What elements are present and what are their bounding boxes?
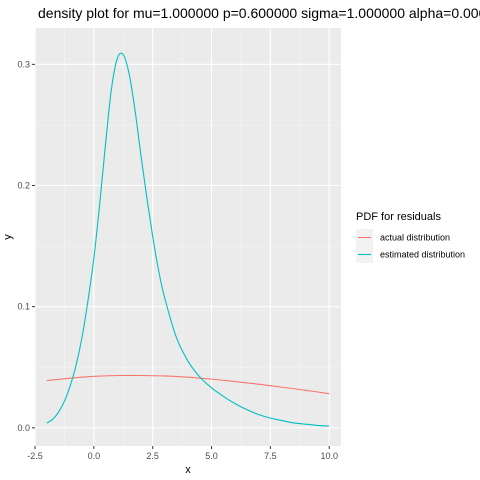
legend-label: actual distribution [380,233,450,243]
x-tick-label: 10.0 [320,451,338,461]
y-axis-title: y [2,234,14,240]
legend: PDF for residuals actual distribution est… [356,211,465,263]
series-lines [46,52,330,427]
x-axis-ticks: -2.5 0.0 2.5 5.0 7.5 10.0 [27,446,338,461]
y-tick-label: 0.3 [17,59,30,69]
x-tick-label: -2.5 [27,451,43,461]
legend-label: estimated distribution [380,250,465,260]
x-tick-label: 5.0 [205,451,218,461]
y-axis-ticks: 0.0 0.1 0.2 0.3 [17,59,35,433]
x-axis-title: x [185,464,191,476]
y-tick-label: 0.0 [17,423,30,433]
x-tick-label: 2.5 [146,451,159,461]
x-tick-label: 7.5 [264,451,277,461]
minor-gridlines [35,28,341,446]
y-tick-label: 0.2 [17,181,30,191]
legend-title: PDF for residuals [356,211,441,223]
series-line-actual [46,374,330,395]
plot-panel [35,28,341,446]
legend-items: actual distribution estimated distributio… [356,229,465,263]
x-tick-label: 0.0 [88,451,101,461]
series-line-estimated [46,52,330,427]
y-tick-label: 0.1 [17,302,30,312]
chart-title: density plot for mu=1.000000 p=0.600000 … [38,5,480,21]
